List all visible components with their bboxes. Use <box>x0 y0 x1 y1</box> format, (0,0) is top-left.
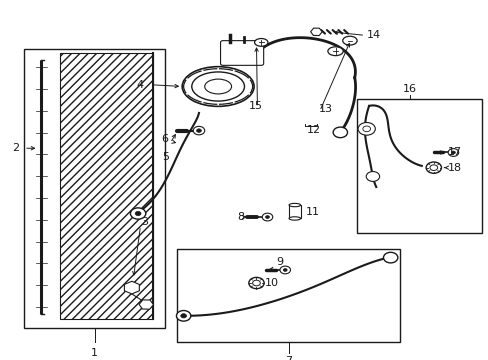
Circle shape <box>196 129 201 132</box>
Ellipse shape <box>288 203 300 207</box>
Circle shape <box>176 311 190 321</box>
Circle shape <box>265 216 269 219</box>
Text: 18: 18 <box>447 163 461 173</box>
Text: 12: 12 <box>306 125 320 135</box>
Circle shape <box>362 126 370 132</box>
Text: 7: 7 <box>285 356 292 360</box>
Text: 15: 15 <box>248 101 262 111</box>
Circle shape <box>283 269 286 271</box>
Text: 10: 10 <box>264 278 279 288</box>
Ellipse shape <box>254 39 267 46</box>
Bar <box>356 99 481 233</box>
Text: 14: 14 <box>366 30 380 40</box>
Circle shape <box>366 171 379 181</box>
Circle shape <box>332 127 347 138</box>
Text: 11: 11 <box>305 207 319 217</box>
Ellipse shape <box>342 36 356 45</box>
FancyBboxPatch shape <box>220 41 263 65</box>
Ellipse shape <box>327 47 343 56</box>
Text: 8: 8 <box>237 212 244 222</box>
Circle shape <box>181 314 186 318</box>
Circle shape <box>248 277 264 289</box>
Circle shape <box>357 122 375 135</box>
Circle shape <box>280 266 290 274</box>
Text: 3: 3 <box>141 217 148 227</box>
Circle shape <box>450 151 454 154</box>
Text: 2: 2 <box>12 143 19 153</box>
Bar <box>288 205 300 219</box>
Circle shape <box>135 211 141 216</box>
Text: 16: 16 <box>402 84 416 94</box>
Ellipse shape <box>182 67 254 106</box>
Text: 17: 17 <box>447 148 461 157</box>
Circle shape <box>425 162 441 173</box>
Bar <box>60 53 153 319</box>
Circle shape <box>447 149 458 156</box>
Text: 4: 4 <box>137 80 143 90</box>
Text: 1: 1 <box>91 348 98 357</box>
Bar <box>177 249 399 342</box>
Ellipse shape <box>288 217 300 220</box>
Circle shape <box>193 126 204 135</box>
Text: 9: 9 <box>276 257 283 267</box>
Text: 5: 5 <box>162 152 168 162</box>
Circle shape <box>252 280 260 286</box>
Circle shape <box>130 208 145 219</box>
Text: 13: 13 <box>318 104 332 114</box>
Circle shape <box>262 213 272 221</box>
Ellipse shape <box>191 72 244 101</box>
Text: 6: 6 <box>161 134 167 144</box>
Circle shape <box>429 165 437 171</box>
Bar <box>24 49 165 328</box>
Circle shape <box>383 252 397 263</box>
Ellipse shape <box>204 79 231 94</box>
